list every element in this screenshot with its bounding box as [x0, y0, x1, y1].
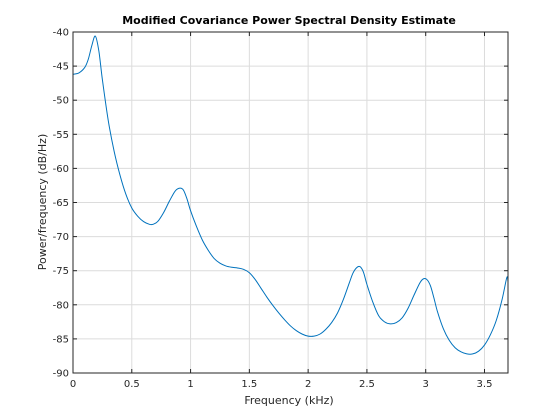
chart-title: Modified Covariance Power Spectral Densi… — [122, 14, 456, 27]
axis-ticks: 0 0.5 1 1.5 2 2.5 3 3.5 -90 -85 -80 -75 -70 -65 -60 -55… — [53, 28, 508, 390]
x-tick-label: 3 — [423, 379, 429, 390]
y-tick-label: -60 — [53, 164, 69, 175]
y-tick-label: -80 — [53, 300, 69, 311]
y-tick-label: -85 — [53, 334, 69, 345]
grid — [72, 31, 508, 374]
psd-series-line — [72, 35, 509, 355]
x-tick-label: 3.5 — [477, 379, 493, 390]
x-tick-label: 1.5 — [241, 379, 257, 390]
y-tick-label: -70 — [53, 232, 69, 243]
x-tick-label: 2.5 — [359, 379, 375, 390]
x-axis-label: Frequency (kHz) — [244, 394, 333, 407]
y-tick-label: -75 — [53, 266, 69, 277]
y-tick-label: -40 — [53, 28, 69, 39]
y-tick-label: -45 — [53, 62, 69, 73]
y-axis-label: Power/frequency (dB/Hz) — [36, 134, 49, 271]
y-tick-label: -55 — [53, 130, 69, 141]
y-tick-label: -90 — [53, 369, 69, 380]
y-tick-label: -65 — [53, 198, 69, 209]
y-tick-label: -50 — [53, 96, 69, 107]
x-tick-label: 0 — [70, 379, 76, 390]
x-tick-label: 2 — [305, 379, 311, 390]
x-tick-label: 0.5 — [124, 379, 140, 390]
plot-area — [72, 35, 509, 355]
x-tick-label: 1 — [187, 379, 193, 390]
